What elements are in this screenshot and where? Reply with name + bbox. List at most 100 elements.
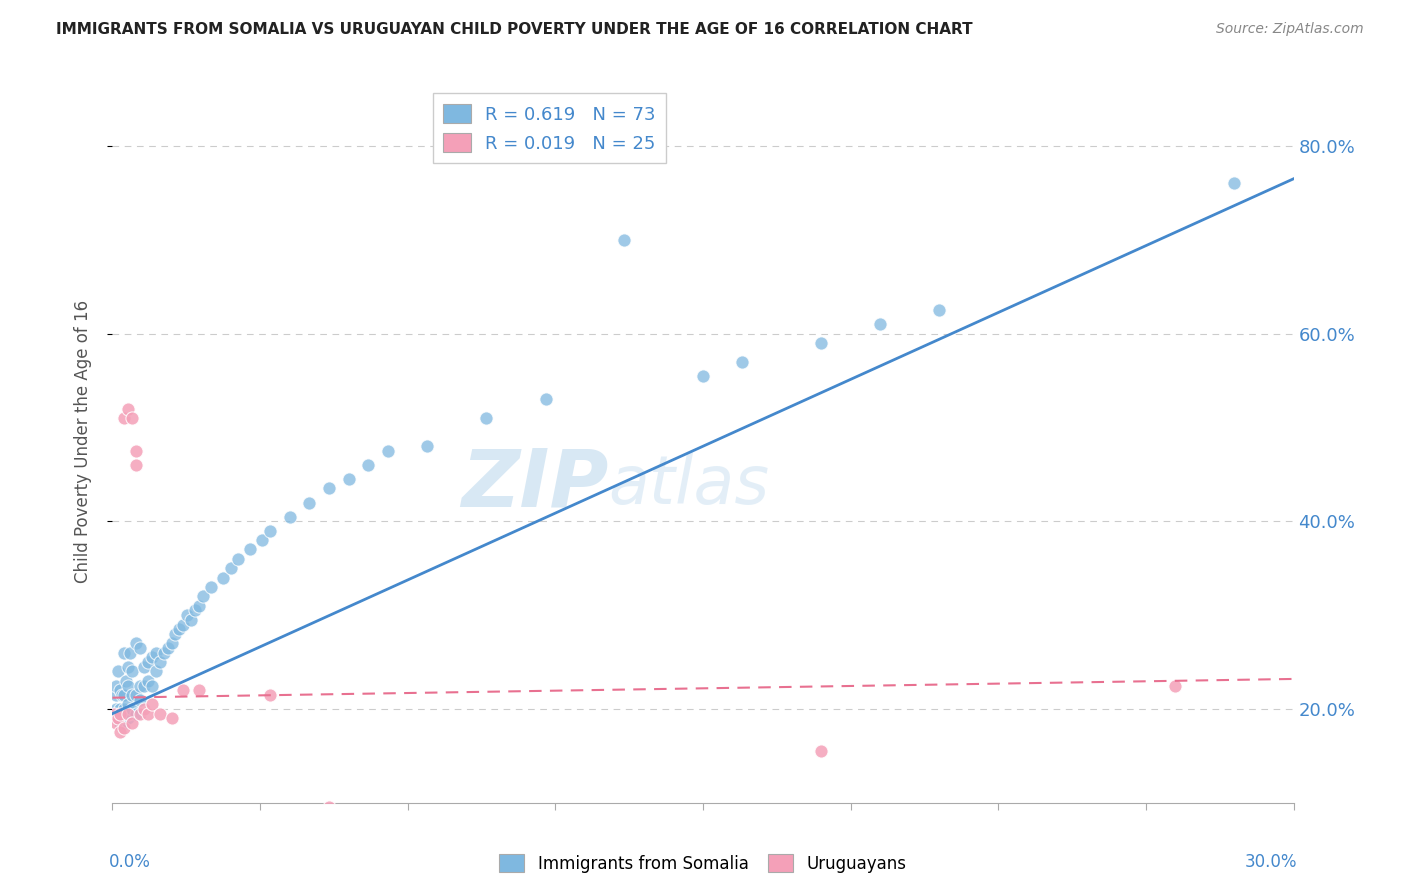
Point <box>259 524 281 538</box>
Point <box>121 716 143 731</box>
Point <box>110 683 132 698</box>
Point <box>117 711 139 725</box>
Point <box>152 646 174 660</box>
Point <box>200 580 222 594</box>
Point <box>337 472 360 486</box>
Point <box>110 716 132 731</box>
Legend: Immigrants from Somalia, Uruguayans: Immigrants from Somalia, Uruguayans <box>492 847 914 880</box>
Point <box>278 509 301 524</box>
Point <box>129 640 152 655</box>
Point <box>103 706 125 721</box>
Point <box>318 482 340 496</box>
Point <box>110 725 132 739</box>
Point <box>869 318 891 332</box>
Point <box>250 533 273 547</box>
Point <box>184 603 207 617</box>
Point <box>121 665 143 679</box>
Point <box>692 368 714 383</box>
Point <box>377 444 399 458</box>
Point <box>132 659 155 673</box>
Point <box>110 702 132 716</box>
Point <box>107 711 129 725</box>
Point <box>928 303 950 318</box>
Text: 0.0%: 0.0% <box>108 854 150 871</box>
Point <box>188 683 211 698</box>
Point <box>172 617 194 632</box>
Point <box>156 640 179 655</box>
Point <box>228 551 250 566</box>
Point <box>115 673 138 688</box>
Point <box>298 495 321 509</box>
Point <box>534 392 557 407</box>
Point <box>810 336 832 351</box>
Point <box>121 702 143 716</box>
Text: 30.0%: 30.0% <box>1244 854 1298 871</box>
Point <box>112 688 135 702</box>
Point <box>810 744 832 758</box>
Point <box>1223 177 1246 191</box>
Point <box>318 800 340 814</box>
Point <box>129 706 152 721</box>
Point <box>145 665 167 679</box>
Point <box>117 698 139 712</box>
Point <box>105 716 128 731</box>
Text: atlas: atlas <box>609 452 769 518</box>
Point <box>141 650 163 665</box>
Point <box>117 706 139 721</box>
Point <box>160 711 183 725</box>
Point <box>141 679 163 693</box>
Point <box>117 401 139 416</box>
Point <box>112 646 135 660</box>
Text: IMMIGRANTS FROM SOMALIA VS URUGUAYAN CHILD POVERTY UNDER THE AGE OF 16 CORRELATI: IMMIGRANTS FROM SOMALIA VS URUGUAYAN CHI… <box>56 22 973 37</box>
Point <box>103 706 125 721</box>
Point <box>129 692 152 706</box>
Point <box>107 706 129 721</box>
Point <box>141 698 163 712</box>
Point <box>125 636 148 650</box>
Point <box>165 627 187 641</box>
Point <box>259 688 281 702</box>
Text: ZIP: ZIP <box>461 446 609 524</box>
Point <box>112 716 135 731</box>
Point <box>731 355 754 369</box>
Point <box>125 706 148 721</box>
Point <box>104 702 127 716</box>
Point <box>191 590 214 604</box>
Point <box>105 688 128 702</box>
Point <box>357 458 380 472</box>
Text: Source: ZipAtlas.com: Source: ZipAtlas.com <box>1216 22 1364 37</box>
Point <box>149 655 172 669</box>
Point <box>136 655 159 669</box>
Point <box>145 646 167 660</box>
Point <box>125 688 148 702</box>
Point <box>105 679 128 693</box>
Point <box>125 458 148 472</box>
Point <box>117 679 139 693</box>
Point <box>219 561 242 575</box>
Point <box>169 622 191 636</box>
Point <box>176 608 198 623</box>
Point <box>211 571 233 585</box>
Point <box>136 673 159 688</box>
Point <box>112 702 135 716</box>
Point <box>107 665 129 679</box>
Point <box>160 636 183 650</box>
Point <box>149 706 172 721</box>
Point <box>129 679 152 693</box>
Point <box>132 679 155 693</box>
Point <box>180 613 202 627</box>
Point <box>416 439 439 453</box>
Point <box>136 706 159 721</box>
Point <box>613 233 636 247</box>
Point <box>120 646 142 660</box>
Point <box>112 411 135 425</box>
Point <box>239 542 262 557</box>
Point <box>1164 679 1187 693</box>
Point <box>172 683 194 698</box>
Point <box>121 688 143 702</box>
Point <box>475 411 498 425</box>
Y-axis label: Child Poverty Under the Age of 16: Child Poverty Under the Age of 16 <box>73 300 91 583</box>
Point <box>111 688 134 702</box>
Point <box>121 411 143 425</box>
Point <box>117 659 139 673</box>
